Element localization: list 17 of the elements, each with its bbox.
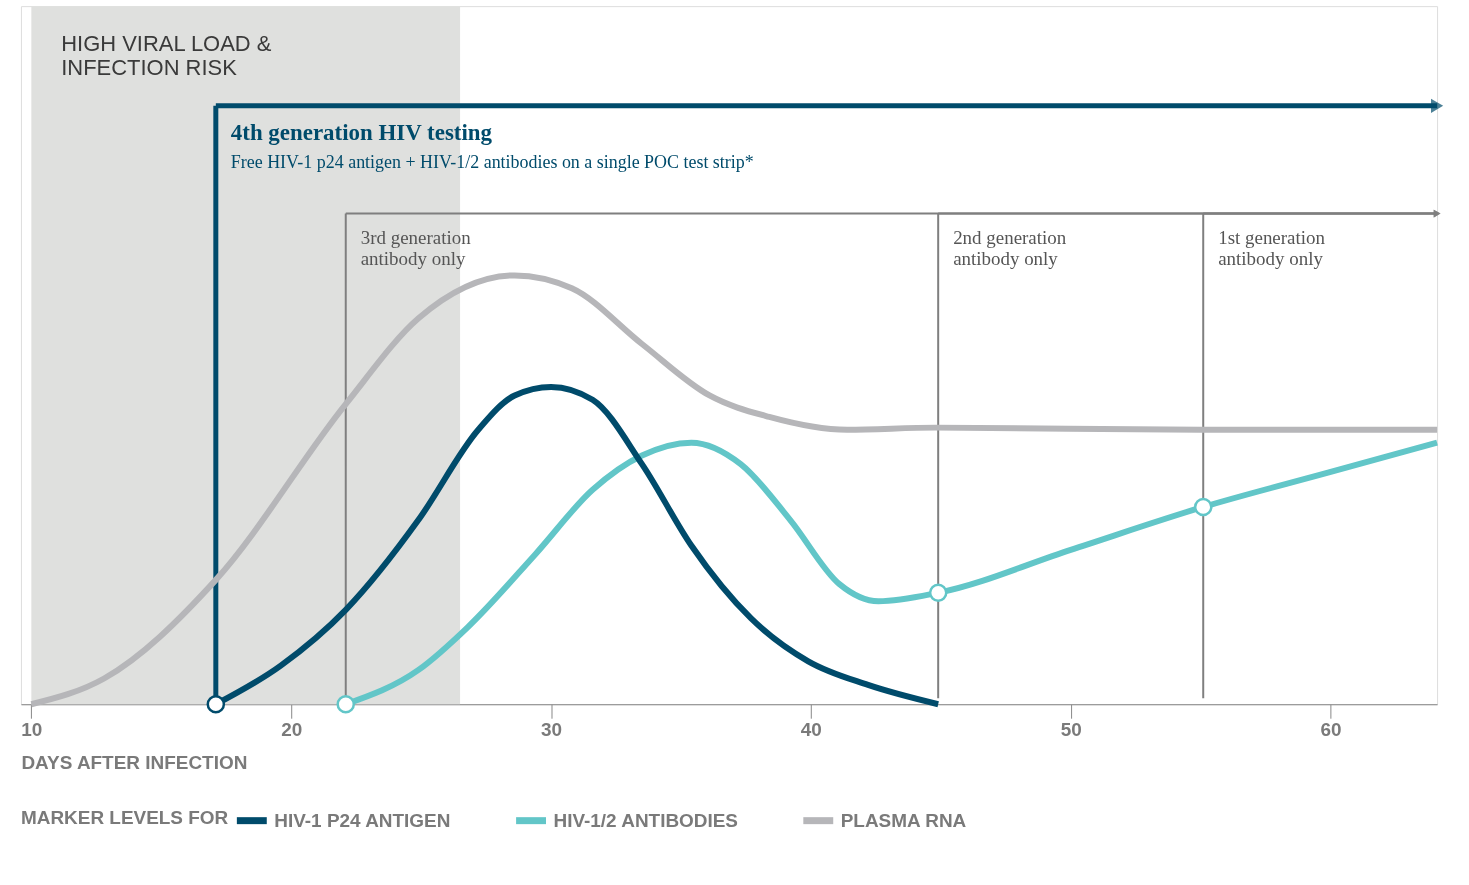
x-tick-label: 50 <box>1060 718 1082 740</box>
x-tick-label: 60 <box>1320 718 1342 740</box>
ref-line-label: 2nd generation antibody only <box>953 227 1067 270</box>
ref-line-label: 1st generation antibody only <box>1218 227 1326 270</box>
x-axis-title: DAYS AFTER INFECTION <box>21 751 248 773</box>
legend-title: MARKER LEVELS FOR <box>20 806 229 828</box>
x-tick-label: 10 <box>21 718 43 740</box>
legend-label: HIV-1 P24 ANTIGEN <box>274 809 451 831</box>
band-label: HIGH VIRAL LOAD & INFECTION RISK <box>61 31 272 80</box>
legend-label: HIV-1/2 ANTIBODIES <box>553 809 739 831</box>
ref-line-label: 3rd generation antibody only <box>360 227 472 270</box>
x-tick-label: 30 <box>540 718 563 740</box>
ref-line-label: 4th generation HIV testing <box>230 119 493 145</box>
x-tick-label: 40 <box>800 718 822 740</box>
legend-label: PLASMA RNA <box>840 809 967 831</box>
x-tick-label: 20 <box>281 718 303 740</box>
text: Free HIV-1 p24 antigen + HIV-1/2 antibodies on a single POC test strip* <box>230 151 754 172</box>
